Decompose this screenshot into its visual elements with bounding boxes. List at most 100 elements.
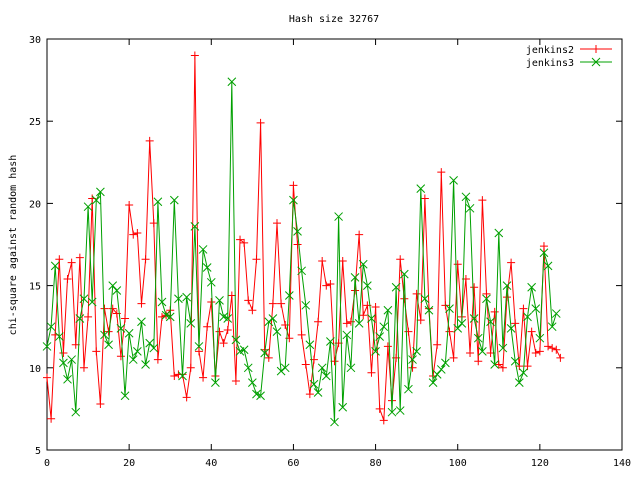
data-point-jenkins3 [211,378,220,387]
data-point-jenkins2 [408,363,417,372]
data-point-jenkins2 [145,136,154,145]
data-point-jenkins3 [96,187,105,197]
data-point-jenkins3 [59,358,68,368]
data-point-jenkins3 [297,266,306,276]
data-point-jenkins3 [387,407,397,417]
data-point-jenkins3 [342,330,352,340]
data-point-jenkins3 [363,281,372,290]
x-tick-label: 80 [370,458,382,469]
data-point-jenkins3 [112,286,122,295]
data-point-jenkins3 [326,337,335,346]
y-tick-label: 20 [29,199,41,210]
data-point-jenkins2 [396,255,405,264]
data-point-jenkins3 [543,261,553,271]
data-point-jenkins2 [125,201,134,210]
data-point-jenkins2 [556,353,565,362]
data-point-jenkins3 [482,294,491,304]
data-point-jenkins2 [383,342,392,351]
data-point-jenkins3 [124,328,134,338]
data-point-jenkins3 [506,323,516,333]
data-point-jenkins3 [305,340,315,350]
data-point-jenkins2 [523,362,532,371]
data-point-jenkins3 [428,378,438,387]
data-point-jenkins2 [490,307,499,316]
data-point-jenkins2 [141,255,150,264]
data-point-jenkins2 [539,242,548,251]
series-line-jenkins2 [46,55,561,421]
data-point-jenkins2 [92,347,101,356]
chart-title: Hash size 32767 [289,14,379,25]
data-point-jenkins3 [465,203,475,213]
data-point-jenkins2 [137,299,146,308]
data-point-jenkins2 [63,275,72,284]
data-point-jenkins3 [87,297,97,307]
data-point-jenkins2 [100,304,109,313]
data-point-jenkins2 [437,168,446,177]
data-point-jenkins2 [359,311,368,320]
data-point-jenkins2 [535,347,544,356]
data-point-jenkins2 [252,255,261,264]
x-tick-label: 140 [613,458,631,469]
data-point-jenkins2 [420,194,429,203]
data-point-jenkins3 [108,281,118,290]
data-point-jenkins3 [379,322,389,332]
data-point-jenkins2 [494,360,503,369]
data-point-jenkins3 [424,305,434,315]
data-point-jenkins2 [84,312,93,321]
data-point-jenkins2 [301,360,310,369]
data-point-jenkins2 [474,357,483,366]
data-point-jenkins3 [67,355,76,364]
data-point-jenkins2 [43,373,51,382]
data-point-jenkins2 [367,368,376,377]
data-point-jenkins2 [244,296,253,305]
data-point-jenkins3 [71,407,81,417]
data-point-jenkins2 [67,258,76,267]
data-point-jenkins2 [531,349,540,358]
data-point-jenkins2 [219,339,228,348]
data-point-jenkins3 [264,317,274,327]
data-point-jenkins2 [297,330,306,339]
data-point-jenkins3 [215,296,224,305]
data-point-jenkins2 [305,390,314,399]
data-point-jenkins3 [186,319,196,328]
data-point-jenkins3 [280,363,290,373]
data-point-jenkins2 [314,317,323,326]
data-point-jenkins3 [502,281,512,290]
data-point-jenkins3 [206,277,216,287]
data-point-jenkins3 [490,360,500,369]
data-point-jenkins3 [248,378,257,387]
data-point-jenkins2 [441,301,450,310]
data-point-jenkins2 [548,344,557,353]
data-point-jenkins3 [510,356,520,366]
data-point-jenkins3 [383,305,393,315]
data-point-jenkins2 [478,196,487,205]
data-point-jenkins3 [478,347,487,356]
data-point-jenkins2 [445,327,454,336]
x-tick-label: 20 [123,458,135,469]
data-point-jenkins2 [544,342,553,351]
data-point-jenkins3 [523,312,532,322]
data-point-jenkins3 [539,248,549,258]
x-tick-label: 120 [531,458,549,469]
data-point-jenkins3 [519,368,528,378]
data-point-jenkins2 [268,299,277,308]
data-point-jenkins2 [104,327,113,336]
data-point-jenkins3 [416,184,426,193]
data-point-jenkins3 [375,332,385,341]
data-point-jenkins3 [75,314,85,323]
data-point-jenkins3 [334,212,343,221]
data-point-jenkins2 [273,219,281,228]
data-point-jenkins3 [145,338,155,348]
data-point-jenkins3 [399,269,409,279]
y-axis-label: chi-square against random hash [8,155,19,336]
data-point-jenkins2 [289,181,298,190]
data-point-jenkins2 [199,373,208,382]
data-point-jenkins3 [391,282,401,292]
series-line-jenkins3 [46,81,557,423]
data-point-jenkins2 [203,322,212,331]
data-point-jenkins2 [133,228,142,237]
data-point-jenkins3 [182,292,191,302]
data-point-jenkins3 [486,317,495,327]
data-point-jenkins3 [100,330,109,340]
